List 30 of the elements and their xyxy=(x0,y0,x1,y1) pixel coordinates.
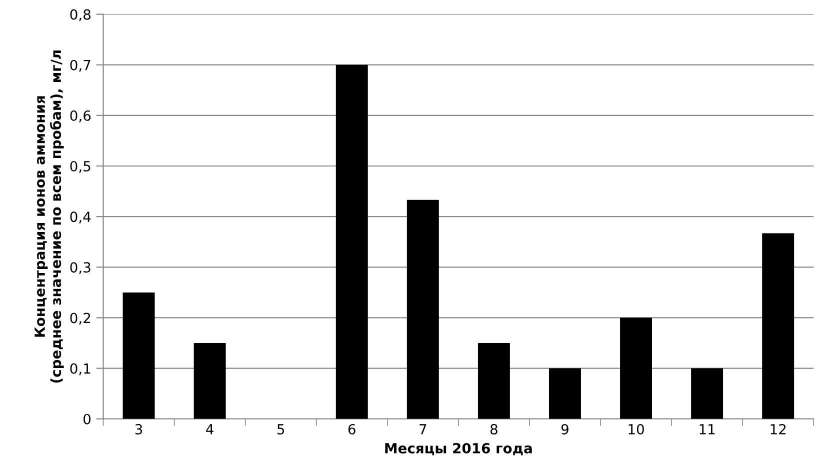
x-tick-label: 7 xyxy=(420,424,426,434)
x-tick-label: 10 xyxy=(628,424,644,434)
y-tick-label: 0,7 xyxy=(70,60,90,72)
y-tick-label: 0,2 xyxy=(70,312,90,325)
x-tick-label: 4 xyxy=(206,424,214,434)
x-tick-label: 8 xyxy=(490,424,498,434)
bar xyxy=(549,368,581,419)
bar xyxy=(620,318,652,419)
bar xyxy=(122,292,155,419)
x-tick-label: 11 xyxy=(700,424,715,434)
bar xyxy=(762,233,794,419)
x-tick-label: 9 xyxy=(561,424,568,434)
x-tick-label: 5 xyxy=(277,424,284,434)
y-tick-label: 0,3 xyxy=(70,262,90,274)
bar xyxy=(336,64,368,419)
y-tick-label: 0 xyxy=(84,414,91,424)
x-tick-label: 3 xyxy=(135,424,142,434)
x-axis-title: Месяцы 2016 года xyxy=(385,442,532,456)
bar xyxy=(691,368,724,419)
x-tick-label: 12 xyxy=(770,424,786,434)
x-tick-label: 6 xyxy=(348,424,356,434)
y-tick-label: 0,8 xyxy=(70,9,90,22)
y-tick-label: 0,4 xyxy=(70,212,91,224)
y-tick-label: 0,5 xyxy=(70,160,90,173)
y-tick-label: 0,6 xyxy=(70,110,91,122)
bar xyxy=(478,343,510,419)
bar xyxy=(194,343,226,419)
bar xyxy=(406,200,439,419)
y-tick-label: 0,1 xyxy=(70,363,90,376)
y-axis-title: Концентрация ионов аммония (среднее значение по всем пробам), мг/л xyxy=(34,50,64,383)
